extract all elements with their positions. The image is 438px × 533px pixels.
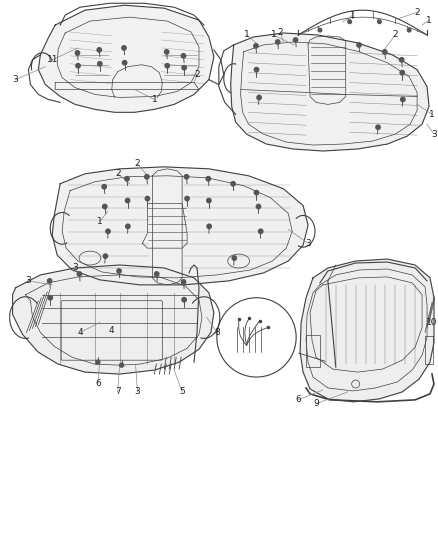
Text: 2: 2: [414, 7, 420, 17]
Circle shape: [98, 62, 102, 66]
Text: 1: 1: [350, 11, 356, 20]
Polygon shape: [13, 265, 214, 374]
Text: 1: 1: [97, 217, 103, 226]
Circle shape: [378, 20, 381, 23]
Circle shape: [181, 54, 186, 58]
Bar: [306, 335, 320, 367]
Circle shape: [97, 48, 102, 52]
Circle shape: [145, 175, 149, 179]
Circle shape: [256, 204, 261, 209]
Text: 3: 3: [305, 239, 311, 248]
Text: 5: 5: [179, 387, 185, 397]
Circle shape: [376, 125, 380, 130]
Text: 11: 11: [46, 55, 58, 64]
Circle shape: [102, 184, 106, 189]
Text: 3: 3: [72, 263, 78, 272]
Text: 2: 2: [194, 70, 200, 79]
Text: 1: 1: [244, 30, 250, 39]
Circle shape: [165, 63, 170, 68]
Circle shape: [257, 95, 261, 100]
Circle shape: [207, 224, 211, 229]
Polygon shape: [300, 259, 434, 402]
Circle shape: [155, 272, 159, 276]
Circle shape: [185, 196, 189, 201]
Text: 7: 7: [115, 387, 120, 397]
Circle shape: [348, 20, 351, 23]
Polygon shape: [39, 5, 214, 112]
Text: 1: 1: [429, 110, 435, 119]
Circle shape: [399, 58, 404, 62]
Text: 1: 1: [426, 15, 432, 25]
Circle shape: [232, 256, 237, 260]
Circle shape: [103, 254, 108, 259]
Text: 2: 2: [278, 28, 283, 37]
Circle shape: [184, 175, 189, 179]
Text: 3: 3: [134, 387, 141, 397]
Polygon shape: [231, 33, 429, 151]
Circle shape: [207, 198, 211, 203]
Circle shape: [106, 229, 110, 233]
Circle shape: [400, 70, 404, 75]
Circle shape: [293, 38, 298, 42]
Circle shape: [254, 44, 258, 48]
Circle shape: [165, 50, 169, 54]
Text: 4: 4: [77, 328, 83, 337]
Circle shape: [145, 196, 150, 201]
Circle shape: [47, 279, 52, 283]
Text: 9: 9: [313, 399, 319, 408]
Circle shape: [117, 269, 121, 273]
Circle shape: [126, 224, 130, 229]
Text: 3: 3: [13, 75, 18, 84]
Circle shape: [383, 50, 387, 54]
Text: 8: 8: [214, 328, 220, 337]
Circle shape: [401, 98, 405, 102]
Circle shape: [206, 176, 211, 181]
Circle shape: [75, 51, 80, 55]
Circle shape: [123, 61, 127, 65]
Text: 2: 2: [115, 169, 120, 179]
Text: 4: 4: [109, 326, 115, 335]
Circle shape: [258, 229, 263, 233]
Circle shape: [254, 190, 259, 195]
Text: 2: 2: [392, 30, 398, 39]
Circle shape: [231, 182, 235, 186]
Circle shape: [182, 66, 186, 70]
Text: 1: 1: [152, 95, 157, 104]
Circle shape: [96, 360, 100, 364]
Circle shape: [122, 46, 126, 50]
Circle shape: [125, 198, 130, 203]
Circle shape: [182, 297, 186, 302]
Circle shape: [318, 28, 322, 32]
Circle shape: [48, 296, 53, 300]
Circle shape: [254, 68, 259, 72]
Text: 6: 6: [295, 395, 301, 405]
Circle shape: [120, 363, 124, 367]
Circle shape: [102, 204, 107, 209]
Bar: [425, 336, 433, 364]
Circle shape: [77, 272, 81, 276]
Polygon shape: [52, 167, 308, 285]
Circle shape: [181, 280, 186, 284]
Text: 2: 2: [135, 159, 140, 168]
Circle shape: [407, 28, 411, 32]
Text: 3: 3: [431, 130, 437, 139]
Text: 10: 10: [426, 318, 438, 327]
Text: 3: 3: [25, 277, 32, 285]
Text: 6: 6: [95, 379, 101, 389]
Text: 1: 1: [271, 30, 276, 39]
Circle shape: [276, 40, 280, 44]
Circle shape: [357, 43, 361, 47]
Circle shape: [125, 176, 129, 181]
Circle shape: [76, 63, 80, 68]
